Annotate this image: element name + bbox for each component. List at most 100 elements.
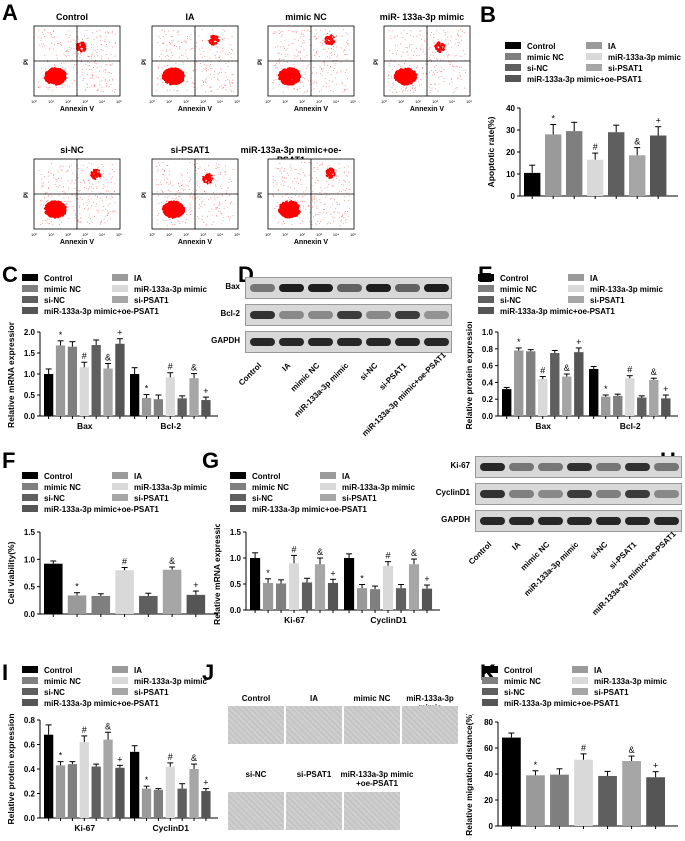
scatter-dot bbox=[458, 30, 460, 32]
scatter-dot bbox=[213, 37, 216, 40]
scatter-dot bbox=[410, 30, 412, 32]
legend-label: Control bbox=[44, 274, 72, 283]
legend-swatch bbox=[505, 64, 521, 71]
significance-mark: * bbox=[266, 568, 270, 578]
scatter-dot bbox=[410, 58, 412, 60]
scatter-dot bbox=[109, 72, 111, 74]
scatter-dot bbox=[205, 82, 207, 84]
scatter-dot bbox=[161, 58, 163, 60]
scatter-dot bbox=[177, 29, 179, 31]
scatter-dot bbox=[81, 74, 83, 76]
scatter-dot bbox=[167, 195, 169, 197]
scatter-dot bbox=[341, 215, 343, 217]
scatter-dot bbox=[332, 61, 334, 63]
scatter-dot bbox=[202, 40, 204, 42]
bar bbox=[186, 594, 206, 614]
scatter-dot bbox=[46, 191, 48, 193]
scatter-dot bbox=[407, 70, 411, 73]
scatter-dot bbox=[281, 175, 283, 177]
scatter-dot bbox=[409, 64, 411, 66]
y-tick-label: 0 bbox=[489, 822, 494, 831]
scatter-dot bbox=[48, 195, 50, 197]
scatter-dot bbox=[157, 171, 159, 173]
scatter-dot bbox=[404, 88, 406, 90]
scatter-dot bbox=[59, 219, 61, 221]
scatter-dot bbox=[190, 213, 192, 215]
panel-label-A: A bbox=[2, 0, 18, 25]
scatter-dot bbox=[228, 181, 230, 183]
scatter-dot bbox=[197, 196, 199, 198]
scatter-dot bbox=[42, 204, 44, 206]
scatter-dot bbox=[404, 63, 406, 65]
scatter-dot bbox=[158, 67, 160, 69]
scatter-dot bbox=[40, 39, 42, 41]
scatter-dot bbox=[318, 56, 320, 58]
significance-mark: # bbox=[82, 725, 87, 735]
scatter-dot bbox=[181, 76, 185, 80]
scatter-dot bbox=[210, 78, 212, 80]
scatter-dot bbox=[190, 179, 192, 181]
scatter-dot bbox=[114, 42, 116, 44]
scatter-dot bbox=[292, 72, 296, 76]
scatter-dot bbox=[176, 90, 178, 92]
y-tick-label: 80 bbox=[484, 718, 493, 727]
legend-swatch bbox=[22, 472, 38, 479]
scatter-dot bbox=[167, 197, 169, 199]
scatter-dot bbox=[169, 183, 171, 185]
scatter-dot bbox=[326, 194, 328, 196]
scatter-dot bbox=[100, 220, 102, 222]
scatter-dot bbox=[457, 41, 459, 43]
y-tick-label: 0.2 bbox=[482, 395, 494, 404]
scatter-dot bbox=[84, 180, 86, 182]
scatter-dot bbox=[276, 182, 278, 184]
scatter-dot bbox=[60, 70, 64, 74]
scatter-dot bbox=[279, 59, 281, 61]
y-tick-label: 30 bbox=[506, 126, 515, 135]
scatter-dot bbox=[220, 212, 222, 214]
scatter-dot bbox=[276, 74, 278, 76]
scatter-dot bbox=[217, 40, 220, 43]
scatter-dot bbox=[444, 32, 446, 34]
scatter-dot bbox=[90, 56, 92, 58]
scatter-dot bbox=[400, 74, 404, 77]
scatter-dot bbox=[221, 87, 223, 89]
scatter-dot bbox=[43, 45, 45, 47]
scatter-dot bbox=[193, 164, 195, 166]
scatter-dot bbox=[182, 63, 184, 65]
scatter-dot bbox=[182, 61, 184, 63]
scatter-dot bbox=[276, 67, 278, 69]
scatter-dot bbox=[50, 33, 52, 35]
scatter-dot bbox=[201, 85, 203, 87]
scatter-dot bbox=[218, 56, 220, 58]
scatter-dot bbox=[58, 194, 60, 196]
scatter-dot bbox=[273, 79, 275, 81]
scatter-dot bbox=[313, 35, 315, 37]
scatter-dot bbox=[344, 90, 346, 92]
scatter-dot bbox=[298, 172, 300, 174]
scatter-dot bbox=[210, 90, 212, 92]
scatter-dot bbox=[289, 199, 291, 201]
scatter-dot bbox=[217, 180, 219, 182]
scatter-dot bbox=[303, 191, 305, 193]
scatter-dot bbox=[177, 220, 179, 222]
scatter-dot bbox=[274, 208, 276, 210]
scatter-dot bbox=[185, 41, 187, 43]
scatter-dot bbox=[324, 29, 326, 31]
scatter-dot bbox=[309, 162, 311, 164]
legend-label: si-PSAT1 bbox=[134, 296, 169, 305]
scatter-dot bbox=[428, 59, 430, 61]
scatter-dot bbox=[345, 69, 347, 71]
scatter-dot bbox=[285, 69, 289, 73]
scatter-dot bbox=[203, 64, 205, 66]
scatter-dot bbox=[41, 67, 43, 69]
scatter-dot bbox=[52, 75, 55, 78]
bar bbox=[562, 376, 572, 416]
scatter-dot bbox=[79, 56, 81, 58]
scatter-dot bbox=[49, 32, 51, 34]
scatter-dot bbox=[222, 220, 224, 222]
scatter-dot bbox=[413, 36, 415, 38]
scatter-dot bbox=[438, 77, 440, 79]
scatter-dot bbox=[414, 50, 416, 52]
scatter-dot bbox=[108, 190, 110, 192]
